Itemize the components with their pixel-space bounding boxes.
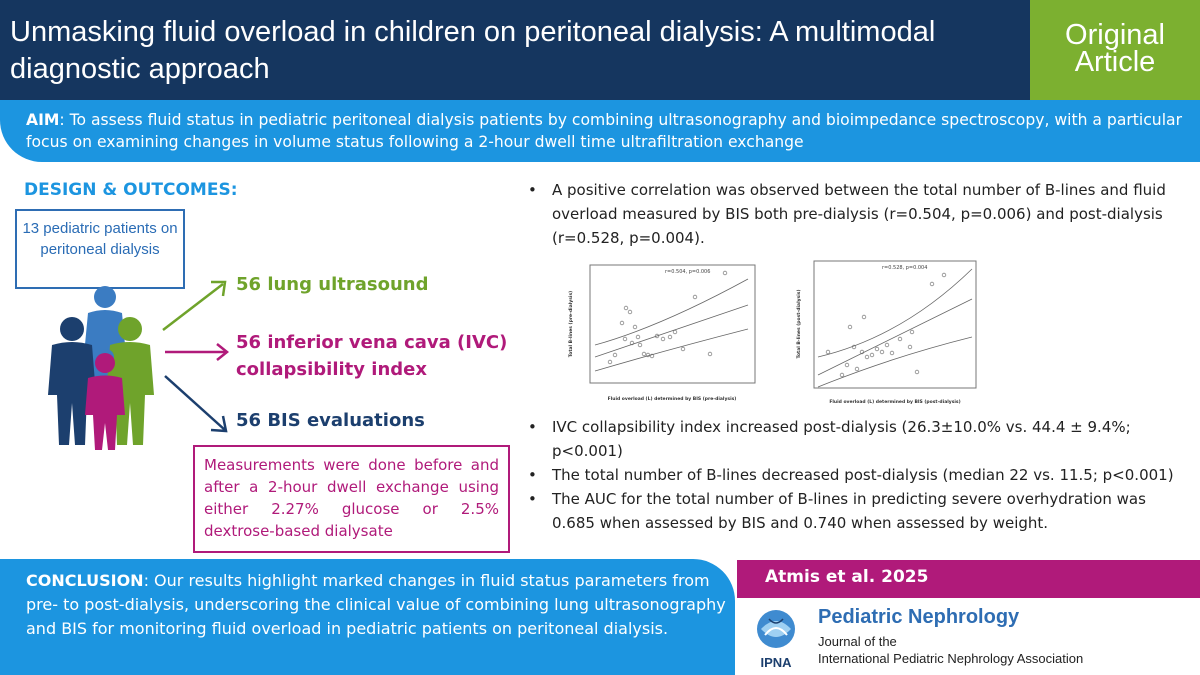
result-bullet-blines: The total number of B-lines decreased po… [524, 463, 1174, 487]
aim-text: AIM: To assess fluid status in pediatric… [26, 109, 1191, 153]
outcome-lung-ultrasound: 56 lung ultrasound [236, 274, 429, 295]
result-bullet-auc: The AUC for the total number of B-lines … [524, 487, 1174, 535]
result-bullet-ivc: IVC collapsibility index increased post-… [524, 415, 1174, 463]
logo-text: IPNA [760, 655, 792, 670]
results-list-top: A positive correlation was observed betw… [524, 178, 1174, 250]
badge-line-1: Original [1065, 19, 1165, 51]
journal-name: Pediatric Nephrology [818, 606, 1020, 628]
plot1-ylabel: Total B-lines (pre-dialysis) [568, 291, 574, 357]
page-title: Unmasking fluid overload in children on … [10, 16, 936, 85]
scatter-plot-post-dialysis: r=0.528, p=0.004 Total B-lines (post-dia… [796, 260, 977, 405]
people-icon [48, 286, 154, 450]
measurements-box: Measurements were done before and after … [193, 445, 510, 553]
design-outcomes-heading: DESIGN & OUTCOMES: [24, 180, 238, 200]
badge-line-2: Article [1074, 46, 1156, 78]
outcome-arrows [162, 280, 230, 433]
conclusion-text: CONCLUSION: Our results highlight marked… [26, 569, 726, 641]
ipna-logo-icon: IPNA [757, 610, 795, 670]
outcome-ivc-index: 56 inferior vena cava (IVC) collapsibili… [236, 332, 508, 380]
aim-body: : To assess fluid status in pediatric pe… [26, 111, 1182, 151]
results-list-bottom: IVC collapsibility index increased post-… [524, 415, 1174, 535]
result-bullet-correlation: A positive correlation was observed betw… [524, 178, 1174, 250]
aim-banner: AIM: To assess fluid status in pediatric… [0, 100, 1200, 162]
plot2-ylabel: Total B-lines (post-dialysis) [796, 289, 802, 358]
citation-banner: Atmis et al. 2025 [737, 560, 1200, 598]
plot2-xlabel: Fluid overload (L) determined by BIS (po… [829, 399, 960, 405]
journal-subtitle: Journal of the [818, 634, 897, 649]
conclusion-body: : Our results highlight marked changes i… [26, 571, 726, 638]
plot1-annotation: r=0.504, p=0.006 [665, 269, 710, 275]
journal-association: International Pediatric Nephrology Assoc… [818, 651, 1084, 666]
aim-label: AIM [26, 111, 60, 129]
scatter-plot-pre-dialysis: r=0.504, p=0.006 Total B-lines (pre-dial… [568, 264, 756, 402]
header-banner: Unmasking fluid overload in children on … [0, 0, 1030, 100]
citation-text: Atmis et al. 2025 [765, 567, 929, 587]
article-type-badge: Original Article [1030, 0, 1200, 100]
plot2-annotation: r=0.528, p=0.004 [882, 265, 927, 271]
conclusion-banner: CONCLUSION: Our results highlight marked… [0, 559, 735, 675]
outcome-bis: 56 BIS evaluations [236, 410, 425, 431]
plot1-xlabel: Fluid overload (L) determined by BIS (pr… [608, 396, 737, 402]
conclusion-label: CONCLUSION [26, 571, 144, 590]
journal-footer: IPNA Pediatric Nephrology Journal of the… [737, 598, 1200, 675]
